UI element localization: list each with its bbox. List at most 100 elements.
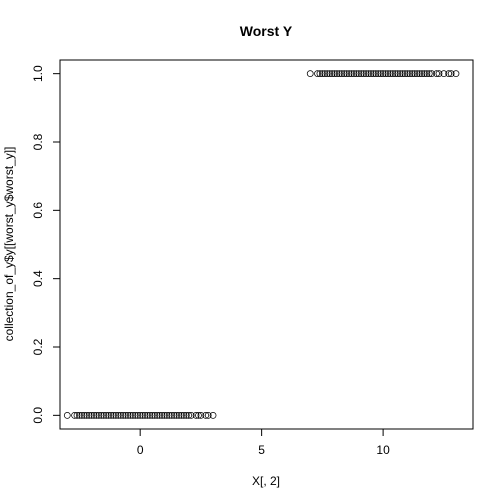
x-tick-label: 0 (137, 443, 144, 457)
data-point (93, 411, 100, 419)
data-point (418, 70, 426, 78)
data-point (163, 411, 171, 419)
data-point (374, 70, 382, 78)
y-tick-label: 0.4 (31, 270, 45, 287)
data-point (71, 411, 78, 419)
data-point (408, 70, 416, 78)
y-axis: 0.0 0.2 0.4 0.6 0.8 1.0 (31, 65, 61, 424)
data-point (175, 411, 183, 419)
data-point (433, 70, 440, 78)
data-point (85, 411, 93, 419)
data-point (173, 411, 180, 419)
data-point (83, 411, 91, 419)
y-axis-label: collection_of_y$y[[worst_y$worst_y]] (2, 147, 16, 342)
data-point (187, 411, 195, 419)
data-point (209, 411, 217, 419)
data-point (153, 411, 161, 419)
data-point (423, 70, 431, 78)
data-point (372, 70, 380, 78)
data-point (63, 411, 71, 419)
data-point (326, 70, 334, 78)
data-point (165, 411, 173, 419)
data-point (343, 70, 351, 78)
data-point (102, 411, 110, 419)
data-point (110, 411, 117, 419)
data-point (382, 70, 389, 78)
data-point (78, 411, 86, 419)
data-point (178, 411, 185, 419)
data-point (316, 70, 324, 78)
data-point (428, 70, 436, 78)
data-point (158, 411, 166, 419)
x-axis-label: X[, 2] (252, 474, 280, 488)
data-point (73, 411, 81, 419)
data-point (406, 70, 414, 78)
data-point (182, 411, 190, 419)
data-point (136, 411, 144, 419)
data-point (377, 70, 385, 78)
data-point (134, 411, 142, 419)
data-point (357, 70, 365, 78)
data-point (112, 411, 120, 419)
data-point (416, 70, 423, 78)
data-point (100, 411, 108, 419)
data-point (323, 70, 331, 78)
data-point (425, 70, 433, 78)
data-point (435, 70, 443, 78)
data-point (338, 70, 346, 78)
data-point (105, 411, 112, 419)
data-point (452, 70, 460, 78)
data-point (411, 70, 419, 78)
y-tick-label: 0.6 (31, 202, 45, 219)
data-point (319, 70, 326, 78)
data-point (168, 411, 176, 419)
data-point (333, 70, 341, 78)
data-point (336, 70, 343, 78)
data-point (127, 411, 134, 419)
data-point (195, 411, 202, 419)
data-point (139, 411, 146, 419)
data-point (131, 411, 139, 419)
data-point (391, 70, 399, 78)
data-point (146, 411, 154, 419)
data-point (440, 70, 448, 78)
data-point (387, 70, 394, 78)
data-point (180, 411, 188, 419)
x-axis: 0 5 10 (137, 428, 390, 457)
data-point (185, 411, 193, 419)
data-point (367, 70, 375, 78)
data-point (90, 411, 98, 419)
data-point (370, 70, 377, 78)
data-point (360, 70, 368, 78)
data-point (148, 411, 156, 419)
data-point (321, 70, 329, 78)
data-point (95, 411, 103, 419)
data-point (306, 70, 314, 78)
data-point (141, 411, 149, 419)
data-point (404, 70, 411, 78)
data-point (197, 411, 205, 419)
data-point (119, 411, 127, 419)
data-point (107, 411, 115, 419)
data-point (161, 411, 168, 419)
data-point (151, 411, 159, 419)
data-point (129, 411, 137, 419)
data-point (122, 411, 129, 419)
y-tick-label: 0.0 (31, 407, 45, 424)
y-tick-label: 1.0 (31, 65, 45, 82)
data-points (63, 70, 460, 419)
data-point (156, 411, 163, 419)
data-point (144, 411, 151, 419)
data-point (192, 411, 200, 419)
data-point (350, 70, 358, 78)
data-point (394, 70, 402, 78)
data-point (355, 70, 363, 78)
data-point (421, 70, 428, 78)
data-point (348, 70, 355, 78)
data-point (204, 411, 212, 419)
data-point (353, 70, 360, 78)
y-tick-label: 0.8 (31, 133, 45, 150)
plot-area-frame (59, 59, 474, 430)
data-point (170, 411, 178, 419)
